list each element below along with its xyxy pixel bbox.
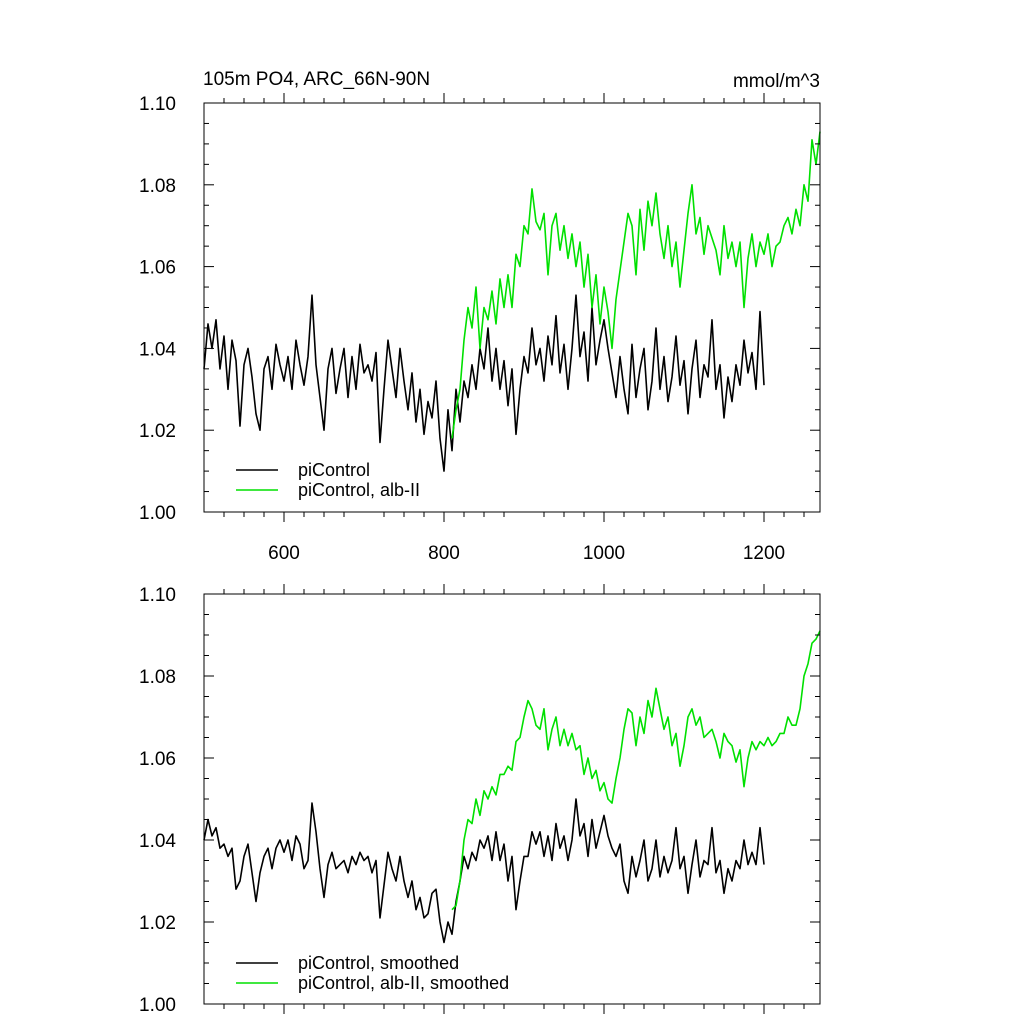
bottom-ytick-label: 1.10 xyxy=(139,585,176,606)
bottom-panel: 1.00 1.02 1.04 1.06 1.08 1.10 piControl, smoo… xyxy=(139,584,821,1016)
top-ytick-label: 1.02 xyxy=(139,421,176,442)
top-ytick-label: 1.10 xyxy=(139,94,176,115)
top-ytick-label: 1.04 xyxy=(139,339,176,360)
top-legend-label: piControl, alb-II xyxy=(298,480,420,500)
bottom-series-line-0 xyxy=(203,798,765,944)
top-xtick-label: 600 xyxy=(268,543,300,564)
top-xtick-label: 1000 xyxy=(583,543,625,564)
top-ytick-label: 1.00 xyxy=(139,503,176,524)
bottom-plot-frame xyxy=(203,593,821,1005)
top-series-line-0 xyxy=(203,294,765,472)
top-panel: 105m PO4, ARC_66N-90N mmol/m^3 1.00 1.02 1… xyxy=(139,69,821,564)
top-series-line-1 xyxy=(451,131,821,439)
bottom-ytick-label: 1.00 xyxy=(139,995,176,1016)
top-xtick-label: 800 xyxy=(428,543,460,564)
bottom-series-line-1 xyxy=(451,630,821,911)
bottom-ytick-label: 1.02 xyxy=(139,913,176,934)
bottom-legend-label: piControl, alb-II, smoothed xyxy=(298,973,509,993)
top-ytick-label: 1.06 xyxy=(139,258,176,279)
bottom-ytick-label: 1.06 xyxy=(139,749,176,770)
top-xtick-label: 1200 xyxy=(743,543,785,564)
top-panel-title: 105m PO4, ARC_66N-90N xyxy=(203,69,430,90)
top-panel-units: mmol/m^3 xyxy=(733,71,820,92)
top-ytick-label: 1.08 xyxy=(139,176,176,197)
top-legend-label: piControl xyxy=(298,460,370,480)
bottom-legend-label: piControl, smoothed xyxy=(298,953,459,973)
bottom-ytick-label: 1.08 xyxy=(139,667,176,688)
bottom-ytick-label: 1.04 xyxy=(139,831,176,852)
